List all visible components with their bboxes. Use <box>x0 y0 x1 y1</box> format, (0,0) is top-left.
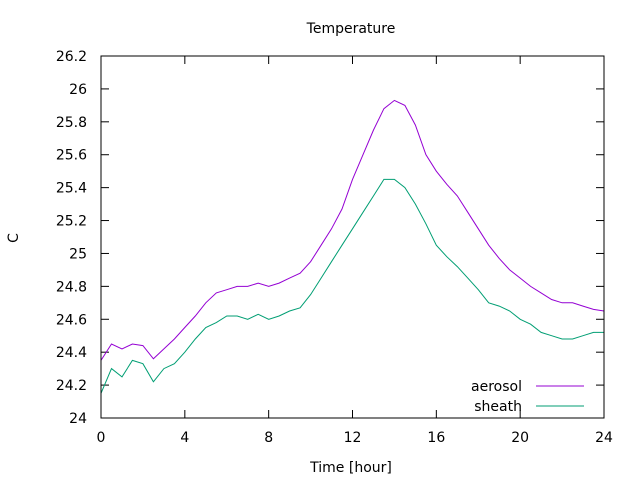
y-tick-label: 25 <box>69 246 87 262</box>
y-tick-label: 24.8 <box>56 279 87 295</box>
y-tick-label: 24.6 <box>56 312 87 328</box>
series-lines <box>100 99 605 394</box>
x-tick-label: 4 <box>180 430 189 446</box>
x-tick-label: 16 <box>427 430 445 446</box>
x-tick-label: 24 <box>595 430 613 446</box>
y-tick-label: 24.4 <box>56 345 87 361</box>
series-line-sheath <box>100 178 604 394</box>
x-axis-label: Time [hour] <box>309 460 392 476</box>
y-tick-label: 26.2 <box>56 49 87 65</box>
x-tick-label: 12 <box>344 430 362 446</box>
plot-frame <box>100 55 605 419</box>
legend: aerosol sheath <box>471 379 584 415</box>
y-tick-label: 25.4 <box>56 181 87 197</box>
y-tick-label: 24 <box>69 411 87 427</box>
y-tick-label: 25.2 <box>56 214 87 230</box>
y-tick-label: 25.6 <box>56 148 87 164</box>
legend-label: sheath <box>474 399 522 415</box>
y-axis-label: C <box>6 233 22 243</box>
x-tick-label: 20 <box>511 430 529 446</box>
axis-ticks: 0 4 8 12 16 20 24 24 24.2 24.4 24.6 24.8 25 25.2 25.4 2… <box>56 49 613 446</box>
x-tick-label: 0 <box>97 430 106 446</box>
y-tick-label: 26 <box>69 82 87 98</box>
chart-title: Temperature <box>306 21 396 37</box>
series-line-aerosol <box>100 99 605 361</box>
x-tick-label: 8 <box>264 430 273 446</box>
y-tick-label: 25.8 <box>56 115 87 131</box>
y-tick-label: 24.2 <box>56 378 87 394</box>
legend-label: aerosol <box>471 379 522 395</box>
